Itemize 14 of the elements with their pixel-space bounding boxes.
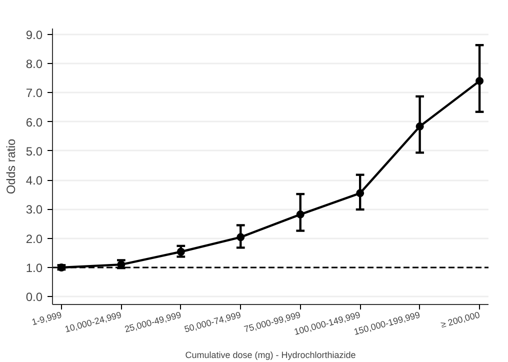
x-tick-label: ≥ 200,000 [440,310,481,330]
y-tick-label: 8.0 [26,56,43,71]
y-tick-label: 5.0 [26,144,43,158]
y-tick-label: 1.0 [26,260,43,275]
y-tick-label: 4.0 [26,174,43,188]
y-tick-label: 9.0 [26,28,43,42]
y-tick-label: 3.0 [26,202,43,217]
y-tick-label: 2.0 [26,232,43,246]
y-tick-label: 7.0 [26,86,43,100]
y-tick-label: 6.0 [26,115,43,130]
y-tick-label: 0.0 [26,290,43,304]
y-axis-title: Odds ratio [4,138,18,194]
x-tick-label: 1-9,999 [30,310,63,328]
x-axis-title: Cumulative dose (mg) - Hydrochlorthiazide [185,350,356,360]
